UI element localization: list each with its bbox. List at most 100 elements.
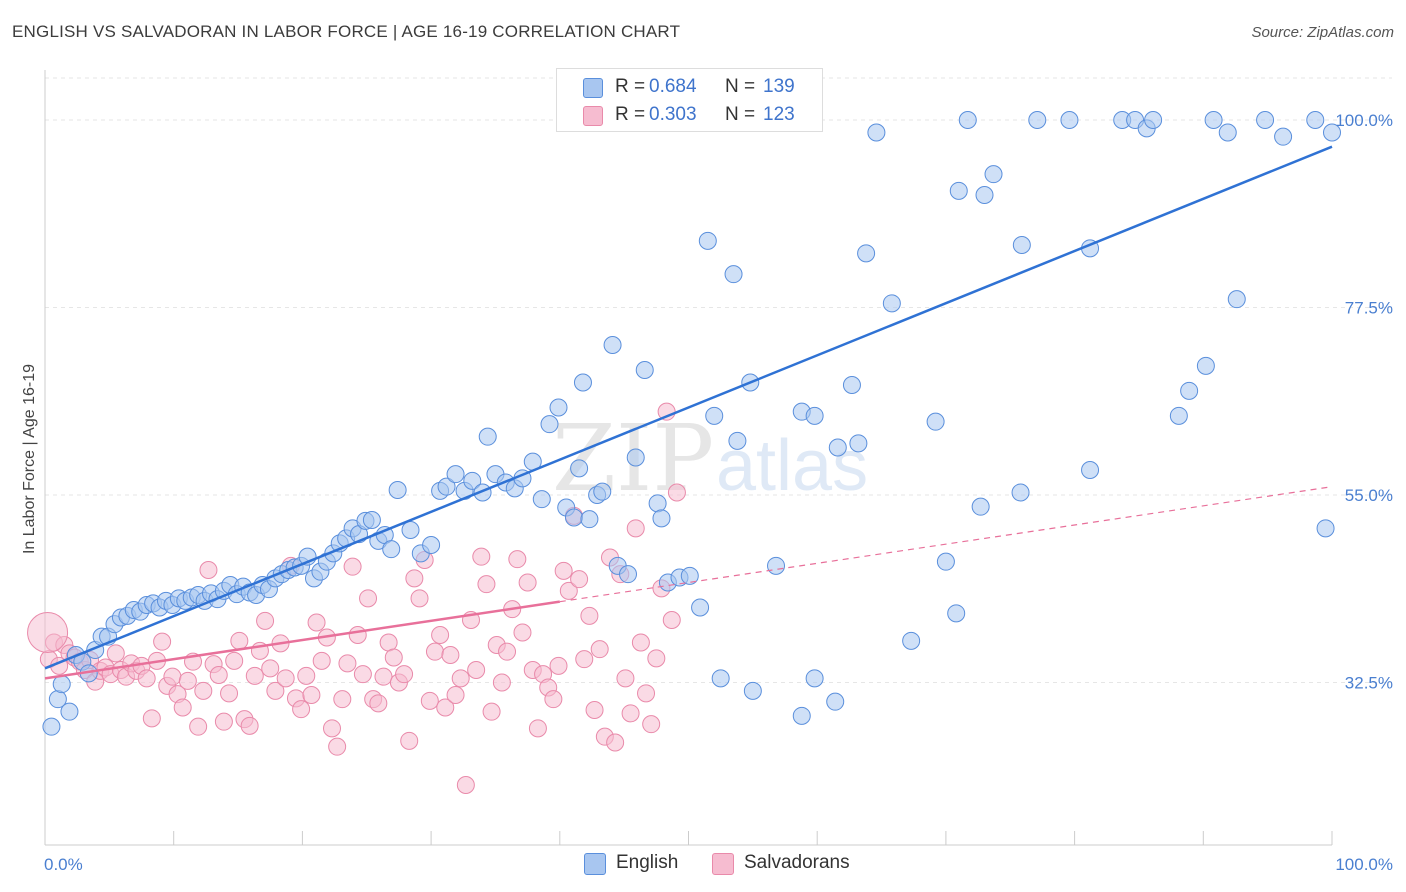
salvadoran-point — [446, 686, 465, 704]
english-point — [570, 459, 589, 478]
salvadoran-point — [642, 715, 661, 734]
english-r-label: R = — [615, 76, 646, 97]
salvadoran-point — [142, 709, 161, 728]
salvadoran-point — [662, 611, 681, 629]
english-point — [867, 123, 886, 142]
salvadoran-point — [400, 731, 419, 750]
english-point — [1316, 519, 1335, 538]
salvadoran-r-value: 0.303 — [649, 104, 697, 125]
salvadoran-point — [570, 570, 589, 589]
salvadoran-point — [266, 681, 285, 700]
english-point — [1011, 483, 1030, 502]
salvadoran-point — [528, 719, 547, 738]
english-point — [635, 361, 654, 379]
salvadoran-point — [348, 626, 367, 644]
salvadoran-point — [292, 700, 311, 719]
salvadoran-point — [323, 719, 342, 738]
salvadoran-point — [585, 701, 604, 719]
salvadoran-point — [637, 684, 656, 703]
x-tick-label: 0.0% — [44, 855, 83, 874]
salvadoran-point — [220, 684, 239, 703]
english-point — [437, 477, 456, 496]
salvadoran-point — [431, 626, 450, 644]
salvadoran-point — [199, 561, 218, 579]
english-point — [532, 490, 551, 509]
tick-labels: 32.5% 55.0% 77.5% 100.0% 0.0% 100.0% — [44, 111, 1393, 874]
salvadoran-point — [230, 631, 249, 650]
english-point — [698, 231, 717, 250]
english-point — [926, 412, 945, 431]
english-point — [975, 186, 994, 204]
salvadoran-point — [626, 519, 645, 538]
salvadoran-point — [194, 681, 213, 700]
salvadoran-point — [153, 632, 172, 651]
english-point — [743, 681, 762, 700]
salvadoran-legend-label: Salvadorans — [744, 852, 850, 873]
correlation-legend: R = 0.684 N = 139 R = 0.303 N = 123 — [556, 68, 823, 132]
salvadoran-point — [189, 717, 208, 736]
english-point — [902, 631, 921, 650]
english-point — [593, 482, 612, 501]
english-point — [648, 494, 667, 513]
salvadoran-point — [580, 606, 599, 625]
salvadoran-point — [225, 651, 244, 670]
salvadoran-point — [384, 648, 403, 667]
english-trend-line — [44, 145, 1333, 670]
salvadoran-point — [482, 702, 501, 721]
english-point — [728, 431, 747, 450]
salvadoran-point — [297, 666, 316, 685]
salvadoran-point — [559, 581, 578, 600]
salvadoran-point — [240, 716, 259, 735]
y-tick-label: 55.0% — [1345, 486, 1393, 505]
english-point — [792, 706, 811, 725]
salvadoran-point — [276, 669, 295, 688]
english-point — [949, 181, 968, 200]
english-point — [842, 376, 861, 394]
english-point — [382, 540, 401, 559]
salvadoran-point — [245, 666, 264, 685]
english-point — [849, 434, 868, 453]
english-point — [1196, 356, 1215, 375]
salvadoran-point — [410, 589, 429, 608]
english-point — [1060, 111, 1079, 129]
english-point — [805, 669, 824, 688]
english-point — [619, 565, 638, 584]
salvadoran-trend-line — [44, 600, 560, 680]
salvadoran-point — [451, 669, 470, 688]
english-point — [936, 552, 955, 571]
english-point — [828, 438, 847, 457]
english-point — [1180, 381, 1199, 400]
watermark: ZIP atlas — [552, 405, 868, 512]
english-point — [1144, 111, 1163, 129]
salvadoran-points — [27, 402, 686, 794]
salvadoran-point — [359, 589, 378, 608]
salvadoran-point — [379, 633, 398, 652]
salvadoran-point — [492, 673, 511, 692]
salvadoran-point — [436, 698, 455, 717]
salvadoran-point — [307, 613, 326, 632]
english-point — [857, 244, 876, 263]
salvadoran-point — [163, 667, 182, 686]
english-point — [826, 692, 845, 711]
salvadoran-point — [508, 550, 527, 569]
english-point — [1218, 123, 1237, 142]
source-credit: Source: ZipAtlas.com — [1251, 24, 1394, 41]
english-point — [388, 481, 407, 499]
y-tick-label: 32.5% — [1345, 674, 1393, 693]
salvadoran-point — [667, 483, 686, 502]
english-point — [1256, 111, 1275, 129]
english-r-value: 0.684 — [649, 76, 697, 97]
salvadoran-point — [343, 557, 362, 576]
salvadoran-point — [405, 569, 424, 588]
salvadoran-point — [477, 575, 496, 594]
english-point — [1081, 461, 1100, 479]
salvadoran-point — [374, 667, 393, 686]
english-point — [463, 471, 482, 490]
english-point — [711, 669, 730, 688]
english-point — [1227, 290, 1246, 309]
english-point — [680, 566, 699, 585]
salvadoran-point — [333, 690, 352, 709]
english-point — [580, 510, 599, 529]
english-point — [422, 536, 441, 554]
salvadoran-point — [498, 642, 517, 661]
